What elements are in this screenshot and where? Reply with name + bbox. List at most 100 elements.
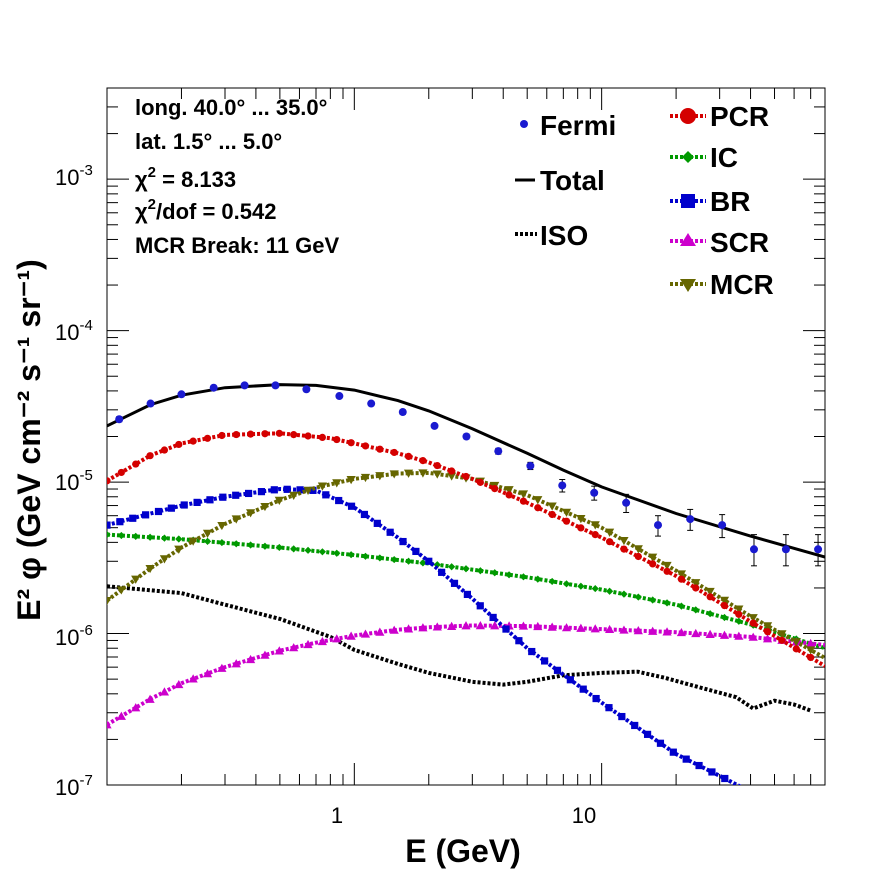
series-ic-marker <box>720 613 729 622</box>
series-total-line <box>107 383 825 559</box>
series-ic-marker <box>577 582 585 590</box>
series-ic-marker <box>519 573 528 581</box>
series-scr-marker <box>662 627 672 636</box>
series-ic-marker <box>591 584 599 593</box>
fermi-data-point <box>240 381 249 390</box>
legend-iso: ISO <box>515 220 588 251</box>
series-mcr-marker <box>231 515 241 524</box>
series-pcr-marker <box>107 477 111 485</box>
series-scr-marker <box>691 628 701 638</box>
series-br-marker <box>206 496 214 504</box>
series-mcr-marker <box>145 564 155 574</box>
series-scr-marker <box>490 621 500 630</box>
series-scr-marker <box>174 679 184 689</box>
series-ic-marker <box>448 563 456 571</box>
series-pcr-marker <box>677 575 686 583</box>
legend-br: BR <box>670 186 750 217</box>
series-mcr-marker <box>504 486 514 495</box>
series-pcr-marker <box>634 552 642 561</box>
series-br-marker <box>167 504 175 512</box>
fermi-data-point <box>462 432 471 441</box>
series-pcr-marker <box>218 431 226 440</box>
series-mcr-marker <box>188 537 198 546</box>
series-ic-marker <box>218 538 226 547</box>
series-pcr-marker <box>232 430 240 439</box>
plot-area <box>107 381 825 785</box>
series-pcr-marker <box>692 584 700 592</box>
series-mcr-marker <box>561 508 572 517</box>
series-br-marker <box>502 625 510 633</box>
series-ic-marker <box>107 531 111 539</box>
series-mcr-marker <box>289 491 299 500</box>
series-mcr-marker <box>202 529 213 538</box>
series-mcr-marker <box>375 472 385 481</box>
y-axis-label: E² φ (GeV cm⁻² s⁻¹ sr⁻¹) <box>11 259 47 621</box>
series-ic-marker <box>706 610 714 618</box>
series-mcr-marker <box>547 502 557 511</box>
series-br-marker <box>579 685 587 693</box>
info-chi2: χ2 = 8.133 <box>135 164 236 192</box>
series-pcr-marker <box>304 432 312 440</box>
series-mcr-marker <box>705 587 715 597</box>
series-scr-marker <box>533 621 543 631</box>
series-br-marker <box>605 704 613 712</box>
series-ic-marker <box>404 557 413 565</box>
series-scr-marker <box>676 627 686 637</box>
series-mcr-marker <box>662 561 672 571</box>
series-ic-marker <box>333 549 341 557</box>
legend-pcr-label: PCR <box>710 101 769 132</box>
series-scr-marker <box>576 623 586 632</box>
series-pcr-marker <box>476 478 484 486</box>
series-mcr-marker <box>159 555 170 564</box>
series-scr-marker <box>648 626 658 635</box>
series-mcr-marker <box>447 472 457 481</box>
series-ic-marker <box>275 543 283 552</box>
series-scr-marker <box>719 630 730 639</box>
series-br-marker <box>283 485 291 493</box>
series-mcr-marker <box>332 479 342 488</box>
series-pcr-marker <box>347 439 355 447</box>
series-ic-marker <box>419 559 427 567</box>
legend-br-marker <box>681 194 695 208</box>
series-br-marker <box>244 489 253 498</box>
series-ic-marker <box>491 569 499 577</box>
series-pcr-marker <box>160 446 169 454</box>
series-pcr-marker <box>749 619 757 627</box>
series-br-marker <box>219 493 227 501</box>
series-mcr-marker <box>107 597 112 606</box>
series-ic-marker <box>304 546 312 554</box>
series-scr-marker <box>260 650 270 659</box>
series-mcr-marker <box>619 536 629 546</box>
legend-pcr-marker <box>680 108 696 124</box>
series-mcr-marker <box>518 490 529 499</box>
series-ic-marker <box>562 580 571 588</box>
series-scr-marker <box>475 620 485 630</box>
x-tick-label-10: 10 <box>572 803 596 828</box>
series-br-marker <box>695 761 703 770</box>
series-scr-marker <box>734 631 744 640</box>
series-mcr-marker <box>676 570 686 579</box>
legend-br-label: BR <box>710 186 750 217</box>
series-mcr-marker <box>303 486 313 495</box>
fermi-data-point <box>622 498 631 507</box>
series-ic-marker <box>376 554 384 562</box>
fermi-data-point <box>146 399 155 408</box>
series-mcr-marker <box>403 469 414 478</box>
series-ic-marker <box>146 533 154 541</box>
series-ic-marker <box>677 602 685 610</box>
series-pcr-marker <box>562 517 571 525</box>
series-br-marker <box>476 602 484 610</box>
fermi-data-point <box>115 415 124 424</box>
series-scr-marker <box>131 703 141 712</box>
series-br-marker <box>360 510 369 519</box>
series-scr-marker <box>303 639 313 649</box>
y-tick-label-1e-3: 10-3 <box>55 162 93 190</box>
series-pcr-marker <box>275 429 283 437</box>
series-br-marker <box>399 537 407 546</box>
series-br-marker <box>656 739 665 747</box>
fermi-data-point <box>430 421 439 430</box>
series-br-marker <box>142 511 150 519</box>
series-ic-marker <box>232 540 240 548</box>
series-ic-marker <box>175 535 183 543</box>
series-pcr-marker <box>419 457 427 465</box>
